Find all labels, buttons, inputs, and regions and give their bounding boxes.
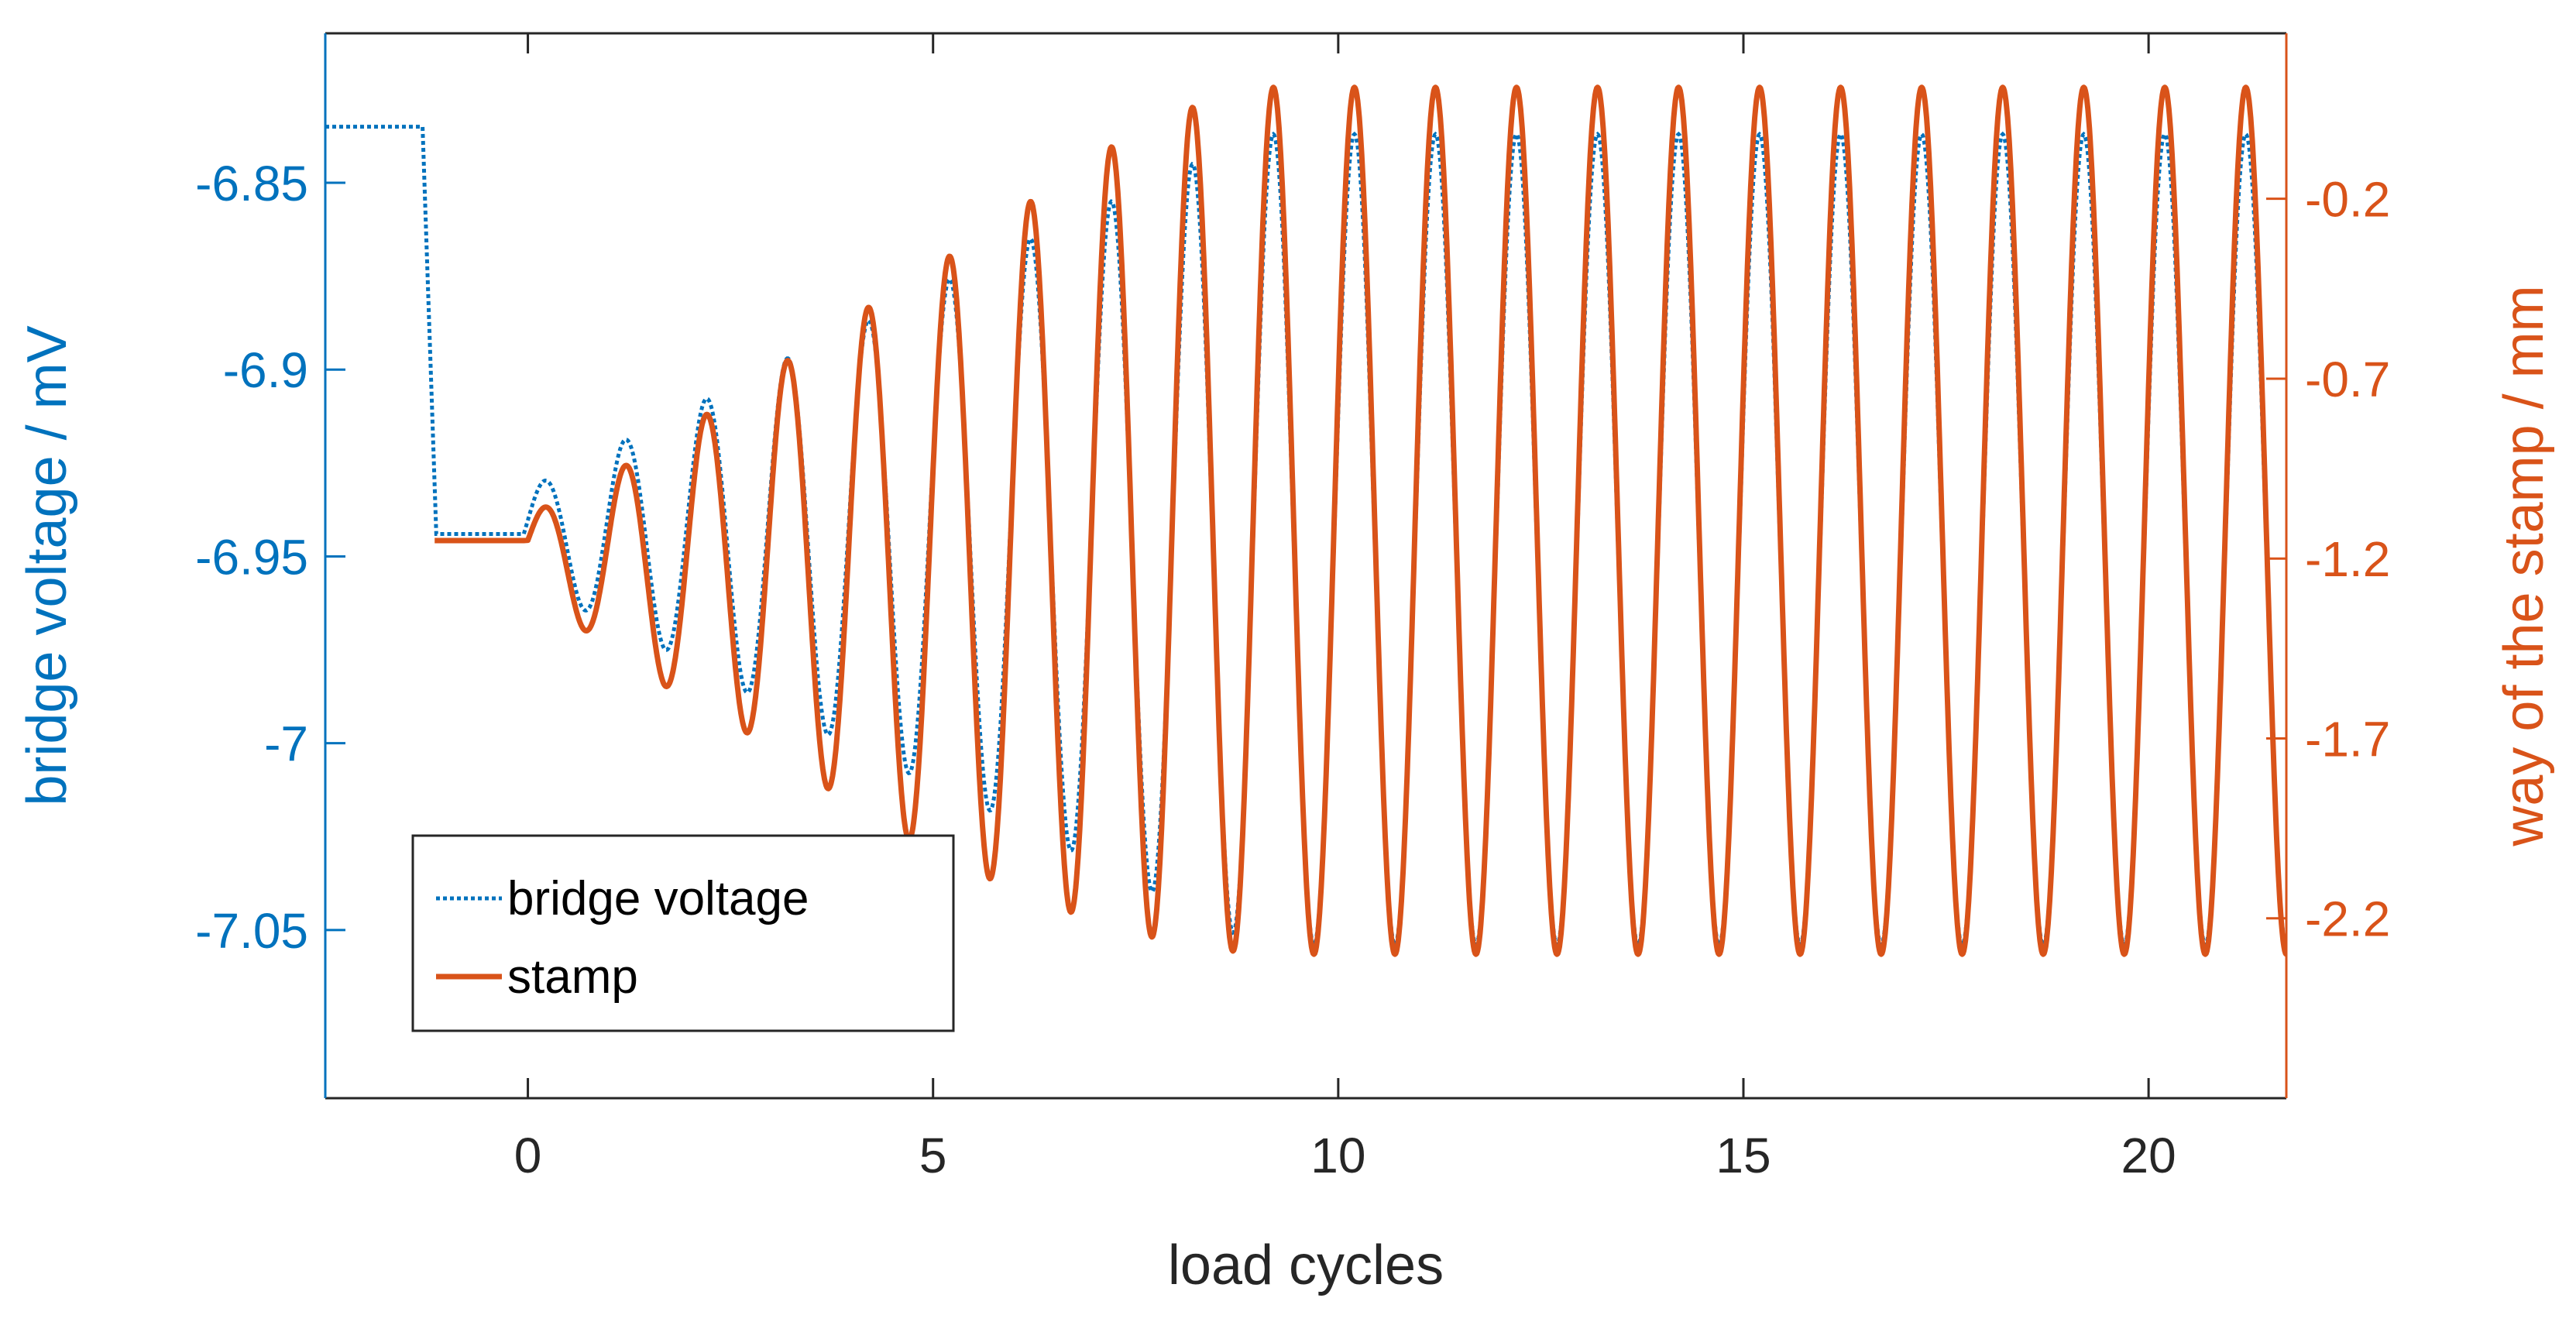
x-tick-label: 15 bbox=[1716, 1128, 1771, 1183]
x-tick-label: 10 bbox=[1310, 1128, 1365, 1183]
x-tick-label: 0 bbox=[514, 1128, 542, 1183]
legend-box bbox=[411, 834, 955, 1032]
y-right-tick-label: -0.7 bbox=[2305, 352, 2390, 407]
legend-bridge-voltage-label: bridge voltage bbox=[507, 872, 809, 925]
y-right-tick-label: -0.2 bbox=[2305, 172, 2390, 228]
y-left-tick-label: -7.05 bbox=[195, 903, 308, 959]
y-right-tick-label: -1.7 bbox=[2305, 711, 2390, 767]
y-right-tick-label: -2.2 bbox=[2305, 891, 2390, 947]
y-axis-right-title: way of the stamp / mm bbox=[2493, 285, 2555, 846]
x-axis-title: load cycles bbox=[1168, 1234, 1444, 1296]
y-right-tick-label: -1.2 bbox=[2305, 531, 2390, 587]
y-left-tick-label: -6.9 bbox=[223, 342, 308, 398]
x-tick-label: 5 bbox=[919, 1128, 947, 1183]
series-stamp bbox=[434, 84, 2286, 957]
y-left-tick-label: -7 bbox=[264, 716, 308, 772]
y-left-tick-label: -6.85 bbox=[195, 156, 308, 211]
y-axis-left-title: bridge voltage / mV bbox=[16, 325, 78, 805]
x-tick-label: 20 bbox=[2121, 1128, 2176, 1183]
legend-stamp-label: stamp bbox=[507, 950, 638, 1004]
y-left-tick-label: -6.95 bbox=[195, 529, 308, 585]
